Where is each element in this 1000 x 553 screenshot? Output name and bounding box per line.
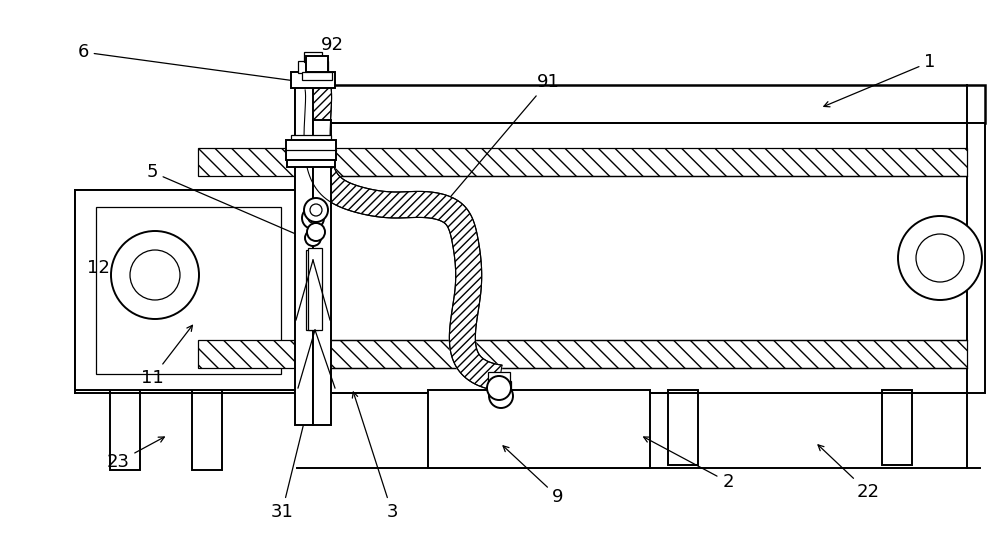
- Text: 23: 23: [106, 437, 164, 471]
- Text: 92: 92: [315, 36, 344, 75]
- Circle shape: [308, 213, 318, 223]
- Circle shape: [898, 216, 982, 300]
- Text: 91: 91: [438, 73, 559, 212]
- Circle shape: [916, 234, 964, 282]
- Circle shape: [305, 230, 321, 246]
- Bar: [291, 135, 331, 147]
- Bar: [491, 381, 511, 391]
- Bar: [304, 52, 322, 62]
- Circle shape: [487, 376, 511, 400]
- Text: 2: 2: [644, 437, 734, 491]
- Text: 3: 3: [352, 392, 398, 521]
- Text: 31: 31: [271, 394, 312, 521]
- Text: 12: 12: [87, 259, 136, 279]
- Text: 22: 22: [818, 445, 880, 501]
- Polygon shape: [304, 86, 502, 391]
- Bar: [295, 340, 967, 368]
- Text: 9: 9: [503, 446, 564, 506]
- Circle shape: [130, 250, 180, 300]
- Bar: [287, 145, 335, 167]
- Circle shape: [489, 384, 513, 408]
- Circle shape: [310, 204, 322, 216]
- Bar: [286, 140, 336, 160]
- Bar: [302, 72, 332, 80]
- Bar: [192, 390, 222, 470]
- Bar: [298, 61, 328, 73]
- Bar: [488, 372, 510, 382]
- Bar: [306, 56, 328, 72]
- Bar: [75, 190, 297, 390]
- Bar: [110, 390, 140, 470]
- Text: 11: 11: [141, 325, 192, 387]
- Bar: [313, 120, 331, 425]
- Polygon shape: [304, 86, 502, 391]
- Text: 6: 6: [77, 43, 299, 84]
- Bar: [308, 248, 322, 330]
- Bar: [306, 250, 318, 330]
- Bar: [198, 340, 295, 368]
- Text: 1: 1: [824, 53, 936, 107]
- Bar: [295, 123, 985, 393]
- Circle shape: [302, 207, 324, 229]
- Circle shape: [307, 223, 325, 241]
- Text: 5: 5: [146, 163, 301, 237]
- Bar: [428, 390, 650, 468]
- Circle shape: [304, 198, 328, 222]
- Bar: [668, 390, 698, 465]
- Circle shape: [111, 231, 199, 319]
- Bar: [96, 207, 281, 374]
- Bar: [882, 390, 912, 465]
- Bar: [291, 72, 335, 88]
- Bar: [295, 85, 985, 123]
- Bar: [295, 85, 313, 425]
- Bar: [295, 148, 967, 176]
- Bar: [198, 148, 295, 176]
